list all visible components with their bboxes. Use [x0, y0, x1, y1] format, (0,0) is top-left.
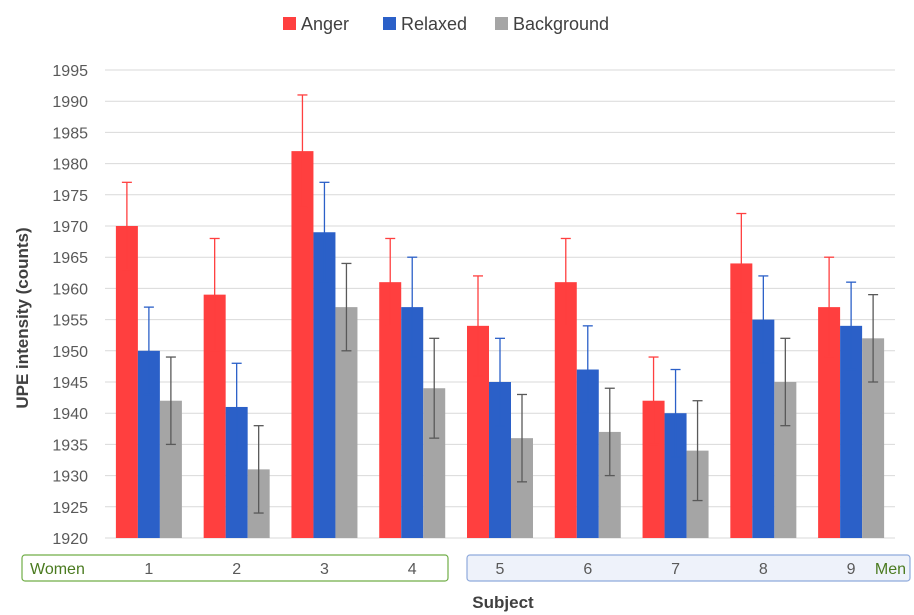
bar-relaxed-3 [313, 232, 336, 539]
y-tick-label: 1995 [52, 63, 88, 80]
y-tick-label: 1980 [52, 157, 88, 174]
legend: Anger Relaxed Background [283, 14, 609, 34]
x-axis-categories: 1 2 3 4 5 6 7 8 9 [144, 561, 855, 578]
bar-anger-2 [203, 294, 226, 538]
legend-item-anger: Anger [283, 14, 349, 34]
group-box-women [21, 554, 449, 582]
group-label-men: Men [875, 561, 906, 578]
y-tick-label: 1920 [52, 531, 88, 548]
error-bar-background-1 [165, 356, 176, 446]
bar-anger-5 [467, 325, 489, 538]
legend-item-relaxed: Relaxed [383, 14, 467, 34]
y-axis-title: UPE intensity (counts) [13, 227, 32, 408]
error-bars [121, 94, 879, 514]
bar-background-3 [335, 307, 358, 538]
legend-label: Anger [301, 14, 349, 34]
x-tick-label: 9 [847, 561, 856, 578]
error-bar-background-7 [692, 400, 703, 502]
y-tick-label: 1960 [52, 281, 88, 298]
legend-swatch [495, 17, 508, 30]
bar-relaxed-2 [225, 406, 248, 538]
legend-item-background: Background [495, 14, 609, 34]
bar-background-1 [159, 400, 182, 538]
bar-anger-4 [379, 282, 402, 538]
y-tick-label: 1975 [52, 188, 88, 205]
subject-groups: Women Men [21, 554, 911, 582]
group-box-men [466, 554, 911, 582]
y-tick-label: 1940 [52, 406, 88, 423]
y-tick-label: 1965 [52, 250, 88, 267]
x-tick-label: 3 [320, 561, 329, 578]
bar-relaxed-8 [752, 319, 775, 538]
error-bar-anger-9 [824, 256, 835, 358]
bar-relaxed-5 [489, 382, 511, 538]
error-bar-background-9 [868, 293, 879, 383]
bars [115, 151, 885, 539]
bar-relaxed-9 [840, 325, 863, 538]
y-tick-label: 1955 [52, 313, 88, 330]
bar-anger-1 [115, 226, 138, 538]
group-label-women: Women [30, 561, 85, 578]
y-tick-label: 1945 [52, 375, 88, 392]
error-bar-background-4 [429, 337, 440, 439]
x-tick-label: 4 [408, 561, 417, 578]
error-bar-anger-5 [473, 275, 483, 377]
error-bar-relaxed-2 [231, 362, 242, 452]
legend-label: Relaxed [401, 14, 467, 34]
error-bar-background-5 [517, 393, 527, 483]
y-tick-label: 1970 [52, 219, 88, 236]
bar-background-5 [511, 438, 533, 538]
y-axis-ticks: 1920 1925 1930 1935 1940 1945 1950 1955 1960 1965… [52, 63, 88, 548]
error-bar-relaxed-7 [670, 368, 681, 458]
bar-background-8 [774, 382, 797, 538]
error-bar-relaxed-6 [582, 325, 593, 414]
error-bar-anger-1 [121, 181, 132, 271]
y-tick-label: 1985 [52, 125, 88, 142]
bar-relaxed-1 [137, 350, 160, 538]
error-bar-relaxed-5 [495, 337, 505, 427]
error-bar-background-6 [604, 387, 615, 477]
error-bar-relaxed-3 [319, 181, 330, 283]
error-bar-anger-2 [209, 237, 220, 352]
x-axis-title: Subject [472, 593, 534, 612]
x-tick-label: 8 [759, 561, 768, 578]
x-tick-label: 7 [671, 561, 680, 578]
error-bar-anger-3 [297, 94, 308, 208]
bar-relaxed-7 [664, 413, 687, 538]
y-tick-label: 1950 [52, 344, 88, 361]
x-tick-label: 2 [232, 561, 241, 578]
legend-label: Background [513, 14, 609, 34]
bar-background-4 [423, 388, 446, 538]
y-tick-label: 1935 [52, 437, 88, 454]
error-bar-relaxed-1 [143, 306, 154, 396]
error-bar-anger-8 [736, 212, 747, 315]
bar-anger-3 [291, 151, 314, 538]
error-bar-relaxed-9 [846, 281, 857, 371]
bar-background-9 [862, 338, 885, 538]
bar-anger-7 [642, 400, 665, 538]
bar-relaxed-6 [576, 369, 599, 538]
bar-anger-8 [730, 263, 753, 538]
x-tick-label: 1 [144, 561, 153, 578]
error-bar-relaxed-8 [758, 275, 769, 364]
legend-swatch [283, 17, 296, 30]
y-tick-label: 1925 [52, 500, 88, 517]
error-bar-anger-4 [385, 237, 396, 327]
x-tick-label: 6 [583, 561, 592, 578]
error-bar-background-8 [780, 337, 791, 427]
error-bar-background-2 [253, 425, 264, 514]
bar-anger-6 [554, 282, 577, 538]
legend-swatch [383, 17, 396, 30]
bar-background-6 [598, 431, 621, 538]
error-bar-background-3 [341, 262, 352, 352]
bar-relaxed-4 [401, 307, 424, 538]
bar-anger-9 [818, 307, 841, 538]
error-bar-anger-6 [560, 237, 571, 327]
error-bar-anger-7 [648, 356, 659, 446]
x-tick-label: 5 [496, 561, 505, 578]
y-tick-label: 1930 [52, 469, 88, 486]
error-bar-relaxed-4 [407, 256, 418, 358]
y-tick-label: 1990 [52, 94, 88, 111]
